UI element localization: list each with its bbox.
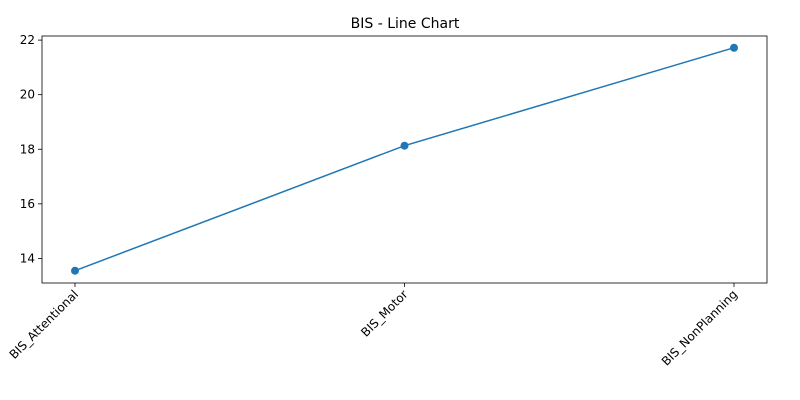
x-tick-label: BIS_NonPlanning — [659, 287, 740, 368]
y-tick-label: 16 — [20, 197, 35, 211]
y-axis: 14 16 18 20 22 — [20, 33, 42, 265]
x-tick-label: BIS_Motor — [358, 287, 410, 339]
y-tick-label: 20 — [20, 88, 35, 102]
y-tick-label: 18 — [20, 142, 35, 156]
x-axis: BIS_Attentional BIS_Motor BIS_NonPlanning — [7, 283, 740, 369]
data-point — [730, 43, 738, 52]
data-point — [400, 141, 409, 150]
series-line — [74, 46, 735, 272]
y-tick-label: 14 — [20, 251, 35, 265]
series-layer — [71, 43, 738, 275]
y-tick-label: 22 — [20, 33, 35, 47]
data-point — [71, 266, 79, 275]
plot-area-frame — [41, 35, 768, 284]
x-tick-label: BIS_Attentional — [7, 287, 82, 362]
chart-title: BIS - Line Chart — [351, 16, 460, 32]
